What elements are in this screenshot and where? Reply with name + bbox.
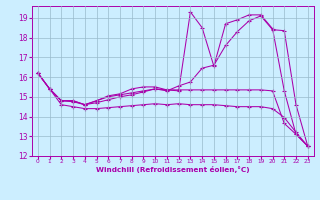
X-axis label: Windchill (Refroidissement éolien,°C): Windchill (Refroidissement éolien,°C) xyxy=(96,166,250,173)
